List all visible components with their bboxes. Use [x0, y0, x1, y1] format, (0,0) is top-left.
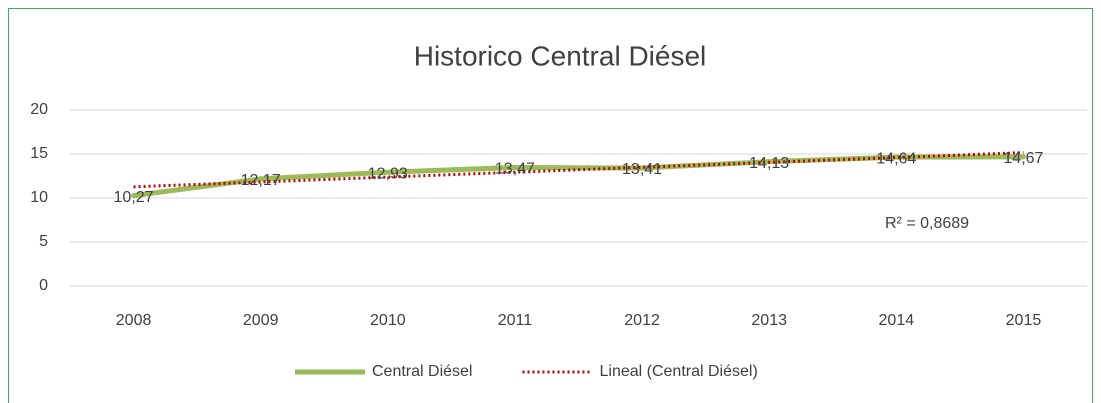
data-label: 13,41 [622, 161, 662, 178]
data-label: 14,13 [749, 155, 789, 172]
x-tick-label: 2015 [1006, 312, 1042, 329]
y-tick-label: 5 [39, 233, 48, 250]
data-label: 10,27 [114, 189, 154, 206]
chart-title: Historico Central Diésel [414, 40, 707, 71]
x-tick-label: 2012 [624, 312, 660, 329]
legend-label: Lineal (Central Diésel) [599, 363, 757, 380]
data-label: 13,47 [495, 161, 535, 178]
x-tick-label: 2011 [498, 312, 533, 329]
data-line [131, 154, 1026, 199]
chart-frame [8, 8, 1093, 403]
data-label: 14,64 [876, 150, 916, 167]
x-tick-label: 2009 [243, 312, 279, 329]
y-tick-label: 15 [30, 145, 48, 162]
legend-label: Central Diésel [372, 363, 472, 380]
y-tick-label: 20 [30, 101, 48, 118]
trend-line [133, 151, 1024, 189]
data-label: 14,67 [1003, 150, 1043, 167]
y-tick-label: 0 [39, 277, 48, 294]
data-label: 12,93 [368, 165, 408, 182]
x-tick-label: 2010 [370, 312, 406, 329]
data-label: 12,17 [241, 172, 281, 189]
annotation: R² = 0,8689 [885, 215, 969, 232]
x-tick-label: 2013 [751, 312, 787, 329]
x-tick-label: 2014 [879, 312, 915, 329]
y-tick-label: 10 [30, 189, 48, 206]
x-tick-label: 2008 [116, 312, 152, 329]
